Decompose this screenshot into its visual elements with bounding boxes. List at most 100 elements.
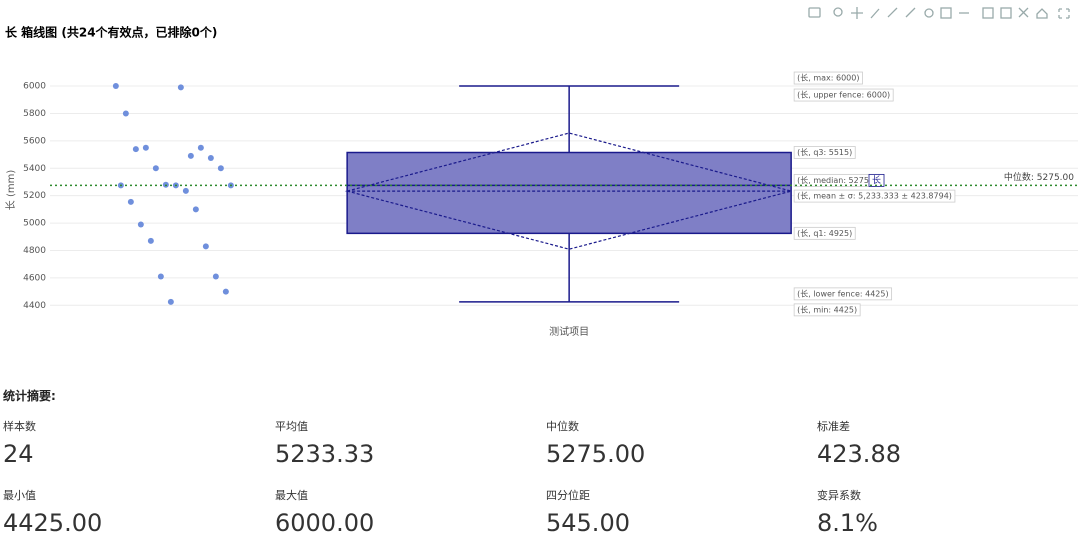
hover-label-box <box>793 146 856 159</box>
hover-label: (长, lower fence: 4425) <box>793 287 893 301</box>
y-tick-label: 5200 <box>23 191 46 201</box>
data-point <box>127 198 134 205</box>
hover-label: (长, median: 5275) <box>793 173 876 187</box>
stat-value: 6000.00 <box>275 509 375 537</box>
stat-label: 四分位距 <box>546 489 590 502</box>
stat-item: 四分位距 545.00 <box>546 487 806 537</box>
stat-value: 24 <box>3 440 34 468</box>
stat-label: 最大值 <box>275 489 308 502</box>
data-point <box>112 83 119 90</box>
data-point <box>192 206 199 213</box>
hover-label: (长, q1: 4925) <box>793 226 856 240</box>
summary-title: 统计摘要: <box>3 389 56 403</box>
hover-label-text: (长, upper fence: 6000) <box>797 90 890 100</box>
y-tick-label: 4600 <box>23 273 46 283</box>
mean-sd-diamond <box>344 132 794 250</box>
y-tick-label: 4800 <box>23 246 46 256</box>
zoom-icon[interactable] <box>833 7 843 17</box>
reference-label: 中位数: 5275.00 <box>1004 171 1074 183</box>
data-point <box>157 273 164 280</box>
data-point <box>167 298 174 305</box>
hover-label-text: (长, mean ± σ: 5,233.333 ± 423.8794) <box>797 191 952 201</box>
hover-label-text: (长, q1: 4925) <box>797 228 852 238</box>
chart: 长 箱线图 (共24个有效点，已排除0个) 长 (mm) 4400 4600 480… <box>5 7 1078 338</box>
stat-label: 平均值 <box>275 420 308 433</box>
data-point <box>197 144 204 151</box>
data-point <box>212 273 219 280</box>
hover-label: (长, q3: 5515) <box>793 146 856 159</box>
hover-label: (长, mean ± σ: 5,233.333 ± 423.8794) <box>793 189 956 203</box>
hover-label-text: (长, median: 5275) <box>797 175 872 185</box>
hover-label-box <box>793 303 861 317</box>
stat-label: 变异系数 <box>817 489 861 502</box>
autoscale-icon[interactable] <box>982 7 994 19</box>
hover-label-box <box>793 287 893 301</box>
lasso-icon[interactable] <box>887 7 916 18</box>
reset-icon[interactable] <box>1000 7 1012 19</box>
stat-value: 423.88 <box>817 440 901 468</box>
stat-label: 样本数 <box>3 420 36 433</box>
hover-icon[interactable] <box>924 8 934 18</box>
hover-label-box <box>793 189 956 203</box>
hover-label-text: (长, lower fence: 4425) <box>797 288 888 298</box>
y-tick-label: 6000 <box>23 82 46 92</box>
stat-item: 平均值 5233.33 <box>275 418 535 468</box>
hover-label: (长, min: 4425) <box>793 303 861 317</box>
y-tick-label: 5600 <box>23 136 46 146</box>
stat-value: 5275.00 <box>546 440 646 468</box>
data-point <box>222 288 229 295</box>
hover-label: (长, max: 6000) <box>793 71 863 85</box>
pan-icon[interactable] <box>851 7 863 19</box>
y-tick-label: 5400 <box>23 164 46 174</box>
home-icon[interactable] <box>1036 8 1048 19</box>
stat-value: 545.00 <box>546 509 630 537</box>
stat-item: 最小值 4425.00 <box>3 487 263 537</box>
data-point <box>147 237 154 244</box>
data-point <box>217 165 224 172</box>
fullscreen-icon[interactable] <box>1058 8 1070 19</box>
y-axis-title: 长 (mm) <box>5 170 17 211</box>
stat-label: 中位数 <box>546 420 579 433</box>
hover-label-text: (长, min: 4425) <box>797 304 857 314</box>
box <box>346 151 792 235</box>
hover-label-text: (长, max: 6000) <box>797 73 859 83</box>
data-point <box>187 152 194 159</box>
trace-label: 长 <box>868 173 885 187</box>
stat-item: 中位数 5275.00 <box>546 418 806 468</box>
stat-item: 样本数 24 <box>3 418 263 468</box>
select-icon[interactable] <box>870 8 880 19</box>
hover-label: (长, upper fence: 6000) <box>793 88 894 102</box>
data-point <box>137 221 144 228</box>
stat-value: 5233.33 <box>275 440 375 468</box>
zoom-in-icon[interactable] <box>940 7 952 19</box>
stat-item: 变异系数 8.1% <box>817 487 1077 537</box>
hover-label-text: (长, q3: 5515) <box>797 147 852 157</box>
toolbar[interactable] <box>808 7 1070 19</box>
data-point <box>202 243 209 250</box>
data-point <box>182 187 189 194</box>
trace-name-box <box>868 173 885 187</box>
hover-label-box <box>793 226 856 240</box>
data-point <box>207 154 214 161</box>
stat-label: 最小值 <box>3 489 36 502</box>
trace-name: 长 <box>872 174 881 186</box>
x-tick-label: 测试项目 <box>549 325 589 338</box>
chart-title: 长 箱线图 (共24个有效点，已排除0个) <box>5 25 217 40</box>
data-point <box>152 165 159 172</box>
compare-icon[interactable] <box>1018 7 1029 18</box>
data-point <box>122 110 129 117</box>
stat-item: 标准差 423.88 <box>817 418 1077 468</box>
stat-value: 4425.00 <box>3 509 103 537</box>
hover-label-box <box>793 88 894 102</box>
hover-label-box <box>793 71 863 85</box>
y-tick-label: 5000 <box>23 219 46 229</box>
stat-value: 8.1% <box>817 509 878 537</box>
camera-icon[interactable] <box>808 7 821 18</box>
stat-label: 标准差 <box>817 420 850 433</box>
y-tick-label: 5800 <box>23 109 46 119</box>
y-tick-label: 4400 <box>23 301 46 311</box>
data-point <box>177 84 184 91</box>
data-point <box>132 146 139 153</box>
stat-item: 最大值 6000.00 <box>275 487 535 537</box>
